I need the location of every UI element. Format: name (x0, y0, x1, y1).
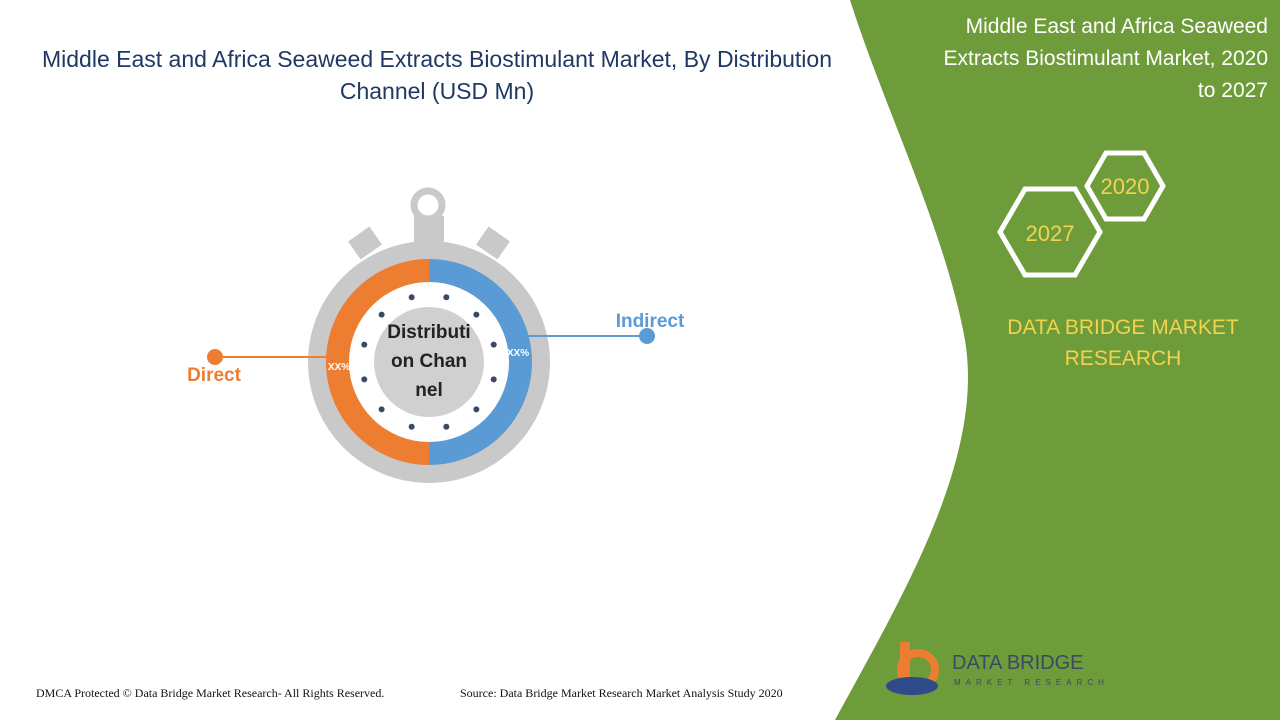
dial-dot (378, 311, 385, 318)
dial-dot (378, 406, 385, 413)
side-title-line3: to 2027 (1198, 79, 1268, 102)
logo: DATA BRIDGE MARKET RESEARCH (886, 642, 1109, 695)
connector-dot (207, 349, 223, 365)
dial-dot (361, 376, 368, 383)
dial-dot (443, 423, 450, 430)
side-title-line1: Middle East and Africa Seaweed (966, 15, 1268, 38)
dial-dot (490, 376, 497, 383)
segment-name: Indirect (616, 311, 685, 332)
button (476, 226, 510, 260)
button (348, 226, 382, 260)
crown-ring (410, 187, 446, 223)
title-line2: Channel (USD Mn) (340, 78, 534, 104)
dial-dot (490, 341, 497, 348)
brand-line1: DATA BRIDGE MARKET (1007, 316, 1239, 339)
dial-dot (361, 341, 368, 348)
center-label: Distribution Channel (387, 322, 471, 401)
center-box: Distribution Channel (387, 322, 471, 401)
dial-dot (473, 406, 480, 413)
dial-dot (443, 294, 450, 301)
logo-mark (886, 677, 938, 695)
dial-dot (408, 294, 415, 301)
brand-line2: RESEARCH (1065, 347, 1182, 370)
green-panel (835, 0, 1280, 720)
side-title-line2: Extracts Biostimulant Market, 2020 (944, 47, 1268, 70)
segment-label: XX% (328, 362, 350, 373)
title-line1: Middle East and Africa Seaweed Extracts … (42, 46, 832, 72)
logo-name: DATA BRIDGE (952, 652, 1084, 674)
footer-source: Source: Data Bridge Market Research Mark… (460, 686, 783, 700)
dial-dot (408, 423, 415, 430)
dial-dot (473, 311, 480, 318)
stopwatch (308, 187, 550, 483)
dial-center (374, 307, 484, 417)
year-label: 2020 (1101, 174, 1150, 199)
segment-name: Direct (187, 365, 242, 386)
footer-copyright: DMCA Protected © Data Bridge Market Rese… (36, 686, 384, 700)
logo-tagline: MARKET RESEARCH (954, 678, 1109, 687)
connector-dot (639, 328, 655, 344)
hexagon (997, 186, 1103, 278)
year-label: 2027 (1026, 221, 1075, 246)
segment-label: XX% (507, 348, 529, 359)
hexagon (1084, 150, 1166, 222)
